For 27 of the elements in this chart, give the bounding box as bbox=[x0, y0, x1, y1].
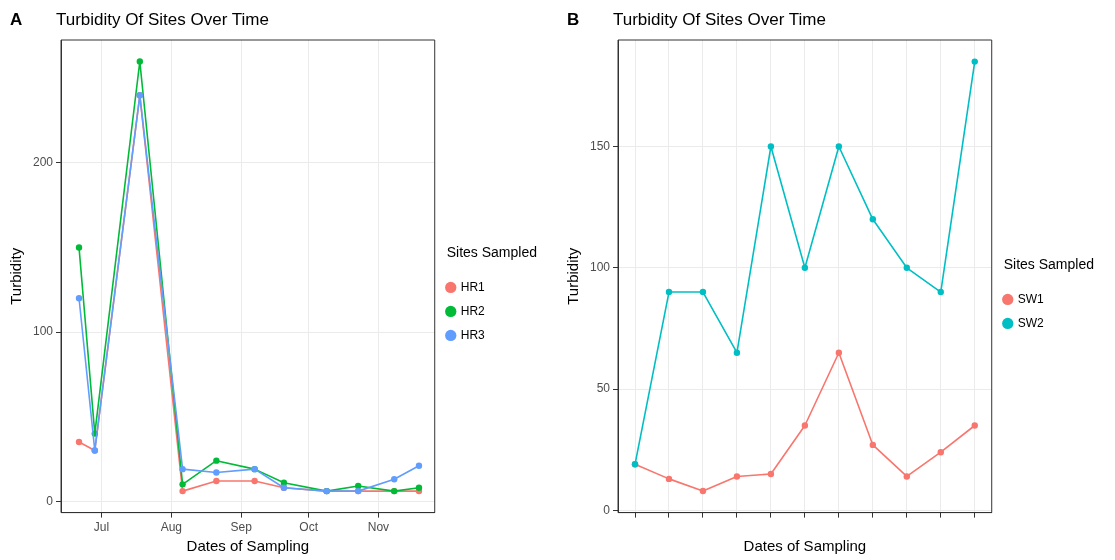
x-tick-label: Sep bbox=[230, 520, 253, 535]
legend-label: HR3 bbox=[460, 327, 486, 342]
y-tick-label: 150 bbox=[589, 138, 611, 153]
legend-title: Sites Sampled bbox=[1003, 256, 1095, 273]
y-tick-label: 200 bbox=[32, 155, 54, 170]
y-axis-title: Turbidity bbox=[564, 247, 582, 305]
chart-title: Turbidity Of Sites Over Time bbox=[56, 10, 269, 30]
x-tick-label: Jul bbox=[93, 520, 110, 535]
y-tick-label: 100 bbox=[589, 260, 611, 275]
legend-title: Sites Sampled bbox=[446, 244, 538, 261]
x-axis-title: Dates of Sampling bbox=[186, 537, 310, 555]
legend-label: SW2 bbox=[1017, 315, 1045, 330]
x-tick-label: Aug bbox=[160, 520, 183, 535]
y-axis-title: Turbidity bbox=[7, 247, 25, 305]
y-tick-label: 0 bbox=[603, 502, 611, 517]
legend-label: SW1 bbox=[1017, 291, 1045, 306]
text: B bbox=[567, 10, 580, 30]
legend-label: HR1 bbox=[460, 279, 486, 294]
text: A bbox=[10, 10, 23, 30]
x-axis-title: Dates of Sampling bbox=[743, 537, 867, 555]
legend-label: HR2 bbox=[460, 303, 486, 318]
chart-title: Turbidity Of Sites Over Time bbox=[613, 10, 826, 30]
y-tick-label: 100 bbox=[32, 324, 54, 339]
y-tick-label: 50 bbox=[596, 381, 611, 396]
y-tick-label: 0 bbox=[46, 493, 54, 508]
x-tick-label: Nov bbox=[367, 520, 390, 535]
x-tick-label: Oct bbox=[299, 520, 319, 535]
